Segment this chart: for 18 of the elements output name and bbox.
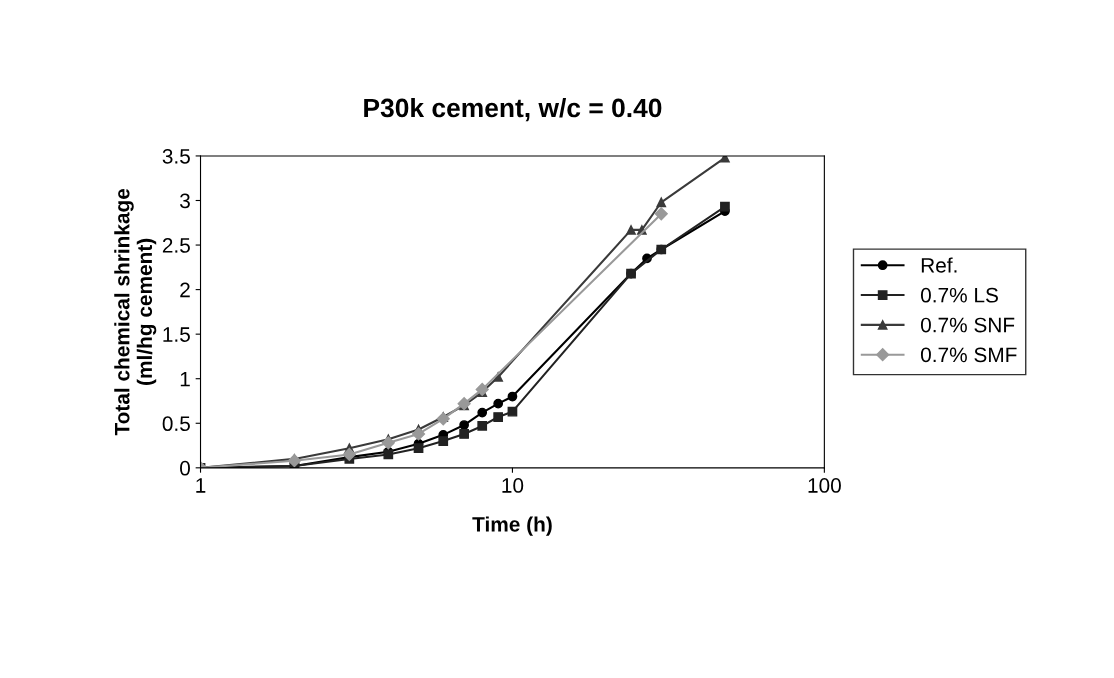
chart-title: P30k cement, w/c = 0.40 — [364, 97, 662, 122]
x-tick-label: 10 — [502, 478, 524, 493]
y-tick-label: 2.5 — [162, 238, 190, 253]
legend-label: 0.7% LS — [920, 287, 998, 303]
x-tick-label: 100 — [808, 478, 841, 493]
y-tick-label: 1 — [180, 371, 190, 387]
y-tick-label: 3 — [180, 193, 190, 209]
legend-label: 0.7% SNF — [920, 317, 1015, 333]
y-tick-label: 0.5 — [162, 416, 190, 432]
x-tick-label: 1 — [196, 478, 206, 493]
x-axis-title: Time (h) — [472, 516, 552, 536]
y-tick-label: 1.5 — [163, 327, 190, 342]
y-axis-title: Total chemical shrinkage (ml/hg cement) — [114, 188, 157, 436]
y-tick-label: 0 — [180, 460, 190, 476]
y-tick-label: 3.5 — [162, 148, 190, 164]
legend-label: Ref. — [921, 257, 957, 273]
y-tick-label: 2 — [180, 282, 190, 298]
legend-label: 0.7% SMF — [920, 347, 1017, 363]
